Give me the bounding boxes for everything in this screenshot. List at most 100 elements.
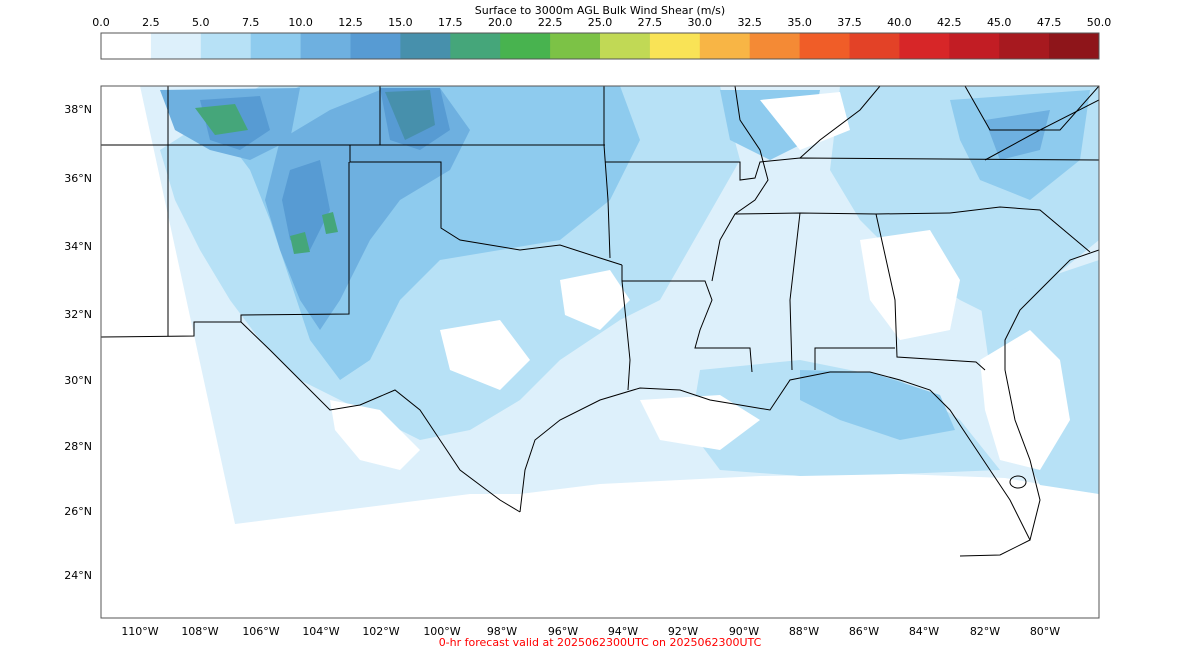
lon-label: 92°W (668, 625, 698, 638)
colorbar-tick-label: 15.0 (388, 16, 413, 29)
colorbar-tick-label: 25.0 (588, 16, 613, 29)
colorbar-segment (300, 33, 351, 59)
lat-label: 28°N (64, 440, 92, 453)
colorbar-segment (600, 33, 651, 59)
shear-contour-low (860, 230, 960, 340)
forecast-valid-text: 0-hr forecast valid at 2025062300UTC on … (438, 636, 762, 649)
colorbar-segment (350, 33, 401, 59)
coastline-gulf (519, 371, 1031, 557)
state-boundary (349, 145, 623, 266)
lon-label: 108°W (181, 625, 218, 638)
coastline-atlantic (1004, 249, 1099, 541)
lat-label: 24°N (64, 569, 92, 582)
state-boundary (949, 206, 1091, 253)
colorbar-tick-label: 22.5 (538, 16, 563, 29)
colorbar-segment (649, 33, 701, 59)
lat-label: 34°N (64, 240, 92, 253)
lat-label: 32°N (64, 308, 92, 321)
colorbar-tick-label: 27.5 (638, 16, 663, 29)
rio-grande (240, 321, 521, 513)
longitude-labels: 110°W 108°W 106°W 104°W 102°W 100°W 98°W… (121, 625, 1060, 638)
lon-label: 102°W (362, 625, 399, 638)
lat-label: 30°N (64, 374, 92, 387)
map-frame (100, 85, 1100, 619)
colorbar-tick-label: 7.5 (242, 16, 260, 29)
shear-field (140, 86, 1099, 524)
lon-label: 88°W (789, 625, 819, 638)
colorbar-tick-label: 45.0 (987, 16, 1012, 29)
lon-label: 104°W (302, 625, 339, 638)
lat-label: 38°N (64, 103, 92, 116)
colorbar-tick-label: 47.5 (1037, 16, 1062, 29)
shear-contour-stronger (985, 110, 1050, 160)
shear-contour-max (195, 104, 248, 135)
colorbar-segment (749, 33, 801, 59)
colorbar-tick-label: 50.0 (1087, 16, 1112, 29)
state-boundary (875, 213, 986, 371)
colorbar-tick-labels: 0.0 2.5 5.0 7.5 10.0 12.5 15.0 17.5 20.0 22.5 25.0… (92, 16, 1111, 29)
state-boundary (789, 212, 801, 371)
lon-label: 100°W (423, 625, 460, 638)
colorbar-tick-label: 0.0 (92, 16, 110, 29)
colorbar-tick-label: 42.5 (937, 16, 962, 29)
state-boundary (603, 144, 611, 259)
colorbar-segment (101, 33, 152, 59)
colorbar-tick-label: 37.5 (837, 16, 862, 29)
colorbar-title: Surface to 3000m AGL Bulk Wind Shear (m/… (474, 4, 726, 17)
colorbar-segment (849, 33, 900, 59)
colorbar-tick-label: 5.0 (192, 16, 210, 29)
state-boundary (621, 265, 753, 373)
shear-contour-low (560, 270, 630, 330)
colorbar-segment (200, 33, 252, 59)
colorbar-frame (100, 32, 1100, 60)
shear-contour-max (290, 232, 310, 254)
shear-contour-max (322, 212, 338, 234)
lon-label: 110°W (121, 625, 158, 638)
lon-label: 90°W (729, 625, 759, 638)
colorbar-tick-label: 40.0 (887, 16, 912, 29)
state-boundary (814, 347, 895, 370)
colorbar-segment (500, 33, 551, 59)
state-boundary (964, 86, 1099, 131)
lon-label: 94°W (608, 625, 638, 638)
colorbar-tick-label: 30.0 (688, 16, 713, 29)
colorbar-tick-label: 10.0 (288, 16, 313, 29)
state-boundary (799, 86, 881, 159)
colorbar-segment (250, 33, 302, 59)
colorbar-segment (699, 33, 751, 59)
shear-contour-low (330, 400, 420, 470)
colorbar-segment (450, 33, 501, 59)
shear-contour-low (760, 92, 850, 150)
colorbar-segment (899, 33, 950, 59)
colorbar-segment (799, 33, 850, 59)
state-boundary (711, 86, 769, 282)
lon-label: 84°W (909, 625, 939, 638)
colorbar-segment (999, 33, 1050, 59)
lon-label: 106°W (242, 625, 279, 638)
colorbar-segment (1049, 33, 1100, 59)
colorbar-tick-label: 17.5 (438, 16, 463, 29)
lon-label: 86°W (849, 625, 879, 638)
shear-contour-low (980, 330, 1070, 470)
colorbar: 0.0 2.5 5.0 7.5 10.0 12.5 15.0 17.5 20.0 22.5 25.0… (92, 16, 1111, 60)
colorbar-segment (550, 33, 601, 59)
colorbar-segments (101, 33, 1100, 59)
colorbar-tick-label: 20.0 (488, 16, 513, 29)
shear-contour-low (440, 320, 530, 390)
shear-contour-low (640, 395, 760, 450)
lat-label: 26°N (64, 505, 92, 518)
boundaries (101, 86, 1099, 557)
shear-contour-max (385, 90, 435, 140)
colorbar-tick-label: 12.5 (338, 16, 363, 29)
colorbar-tick-label: 32.5 (737, 16, 762, 29)
colorbar-segment (949, 33, 1000, 59)
colorbar-segment (150, 33, 202, 59)
lon-label: 98°W (487, 625, 517, 638)
state-boundary (621, 280, 631, 391)
colorbar-segment (400, 33, 451, 59)
latitude-labels: 38°N 36°N 34°N 32°N 30°N 28°N 26°N 24°N (64, 103, 92, 582)
colorbar-tick-label: 35.0 (787, 16, 812, 29)
lon-label: 82°W (970, 625, 1000, 638)
